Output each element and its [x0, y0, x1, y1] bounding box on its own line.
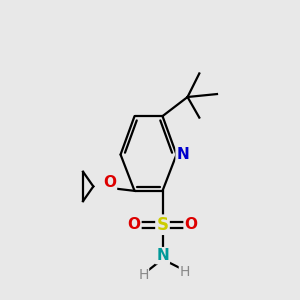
Text: N: N: [177, 147, 189, 162]
Text: S: S: [157, 216, 169, 234]
Text: O: O: [103, 175, 116, 190]
Text: O: O: [184, 217, 198, 232]
Text: H: H: [179, 265, 190, 279]
Text: N: N: [156, 248, 169, 263]
Text: H: H: [138, 268, 148, 282]
Text: O: O: [128, 217, 140, 232]
